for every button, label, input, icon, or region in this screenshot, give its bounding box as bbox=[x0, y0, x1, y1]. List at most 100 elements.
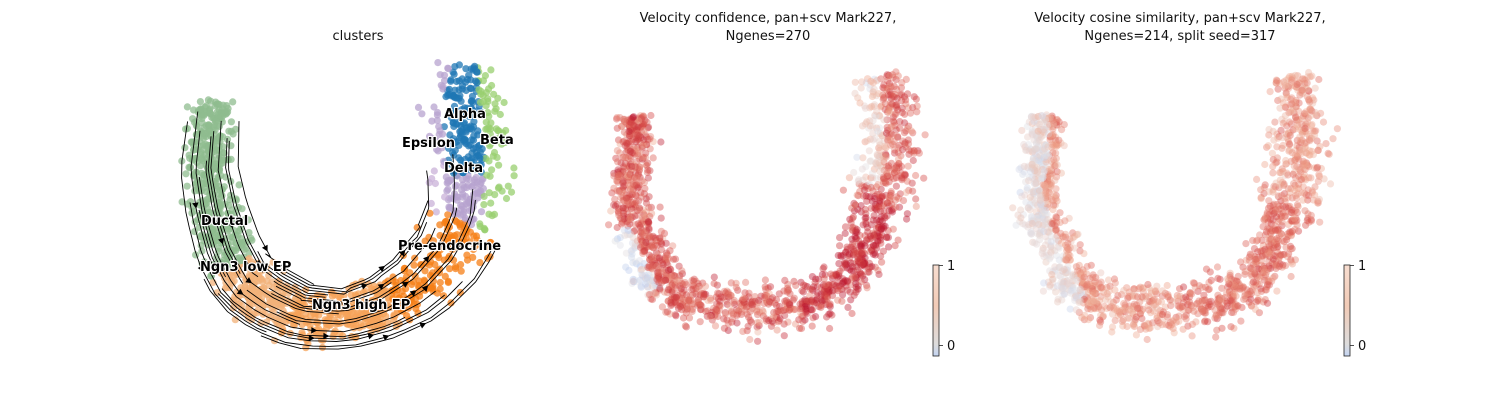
confidence-point bbox=[668, 295, 676, 303]
confidence-point bbox=[624, 154, 632, 162]
confidence-point bbox=[871, 205, 880, 213]
cosine-point bbox=[1284, 84, 1293, 93]
confidence-point bbox=[821, 282, 829, 290]
confidence-point bbox=[683, 305, 691, 313]
confidence-point bbox=[651, 234, 660, 242]
confidence-point bbox=[746, 335, 754, 344]
confidence-point bbox=[909, 103, 917, 112]
cosine-point bbox=[1087, 261, 1095, 269]
confidence-point bbox=[850, 168, 858, 177]
confidence-point bbox=[868, 169, 877, 177]
confidence-point bbox=[869, 174, 877, 182]
cosine-point bbox=[1260, 262, 1268, 270]
cosine-point bbox=[1028, 219, 1036, 228]
confidence-point bbox=[623, 216, 631, 224]
confidence-point bbox=[655, 268, 663, 276]
cosine-point bbox=[1025, 177, 1033, 185]
cosine-point bbox=[1279, 119, 1287, 127]
confidence-point bbox=[866, 181, 874, 189]
confidence-point bbox=[638, 237, 646, 245]
confidence-point bbox=[776, 302, 784, 311]
confidence-point bbox=[644, 159, 652, 167]
confidence-point bbox=[801, 282, 809, 290]
cosine-point bbox=[1076, 288, 1084, 297]
confidence-point bbox=[625, 194, 633, 202]
cluster-point bbox=[444, 211, 452, 219]
streamline-arrow bbox=[409, 290, 417, 297]
cosine-point bbox=[1175, 312, 1183, 320]
confidence-point bbox=[887, 83, 895, 91]
confidence-point bbox=[667, 299, 675, 307]
cosine-point bbox=[1248, 302, 1256, 310]
confidence-point bbox=[700, 290, 708, 298]
confidence-point bbox=[886, 193, 894, 202]
confidence-point bbox=[860, 260, 868, 268]
confidence-point bbox=[619, 183, 627, 191]
confidence-point bbox=[744, 302, 752, 310]
confidence-point bbox=[803, 297, 812, 305]
cosine-point bbox=[1078, 295, 1086, 303]
confidence-point bbox=[615, 173, 623, 181]
confidence-point bbox=[857, 261, 866, 269]
confidence-point bbox=[790, 277, 798, 285]
confidence-point bbox=[626, 125, 634, 134]
confidence-point bbox=[883, 123, 891, 131]
confidence-point bbox=[668, 288, 676, 296]
cosine-point bbox=[1319, 118, 1328, 126]
cosine-point bbox=[1292, 96, 1300, 105]
streamline-arrow bbox=[401, 281, 409, 288]
confidence-point bbox=[803, 309, 811, 318]
confidence-point bbox=[619, 204, 627, 212]
confidence-point bbox=[655, 257, 664, 265]
confidence-point bbox=[610, 184, 618, 192]
confidence-point bbox=[868, 197, 877, 205]
confidence-point bbox=[621, 159, 629, 167]
confidence-point bbox=[623, 218, 631, 226]
cosine-point bbox=[1257, 265, 1266, 273]
confidence-point bbox=[644, 234, 652, 242]
confidence-point bbox=[803, 297, 811, 305]
confidence-point bbox=[823, 290, 831, 298]
confidence-point bbox=[613, 147, 622, 155]
confidence-point bbox=[626, 170, 634, 179]
confidence-point bbox=[883, 162, 891, 171]
cosine-point bbox=[1041, 181, 1049, 190]
confidence-point bbox=[872, 92, 881, 100]
cosine-point bbox=[1038, 160, 1046, 168]
cluster-point bbox=[459, 169, 467, 177]
confidence-point bbox=[860, 250, 869, 258]
cosine-point bbox=[1277, 126, 1285, 134]
streamline-arrow bbox=[378, 265, 386, 273]
cluster-point bbox=[485, 189, 493, 197]
cosine-point bbox=[1239, 263, 1247, 271]
confidence-point bbox=[786, 301, 794, 309]
cosine-point bbox=[1275, 133, 1283, 141]
cluster-point bbox=[504, 182, 512, 190]
confidence-point bbox=[903, 124, 912, 133]
confidence-point bbox=[638, 216, 646, 224]
cluster-point bbox=[486, 140, 494, 148]
clusters-panel: clusters Ductal Ngn3 low EP Ngn3 high EP… bbox=[178, 29, 518, 352]
confidence-point bbox=[847, 296, 855, 304]
cosine-point bbox=[1180, 283, 1188, 291]
confidence-point bbox=[713, 300, 721, 308]
confidence-point bbox=[888, 200, 896, 208]
confidence-point bbox=[860, 259, 868, 267]
confidence-point bbox=[849, 223, 857, 231]
confidence-point bbox=[857, 84, 865, 92]
cluster-point bbox=[183, 103, 191, 111]
confidence-point bbox=[624, 226, 632, 234]
confidence-point bbox=[904, 162, 912, 170]
confidence-point bbox=[883, 199, 892, 207]
cluster-point bbox=[439, 157, 448, 165]
confidence-point bbox=[657, 214, 665, 222]
confidence-point bbox=[850, 291, 858, 299]
confidence-point bbox=[855, 258, 863, 266]
confidence-point bbox=[828, 291, 837, 300]
confidence-point bbox=[857, 208, 865, 216]
confidence-point bbox=[801, 300, 810, 308]
cosine-point bbox=[1060, 255, 1068, 263]
confidence-point bbox=[634, 172, 642, 180]
cosine-point bbox=[1228, 308, 1236, 317]
confidence-point bbox=[813, 299, 821, 307]
